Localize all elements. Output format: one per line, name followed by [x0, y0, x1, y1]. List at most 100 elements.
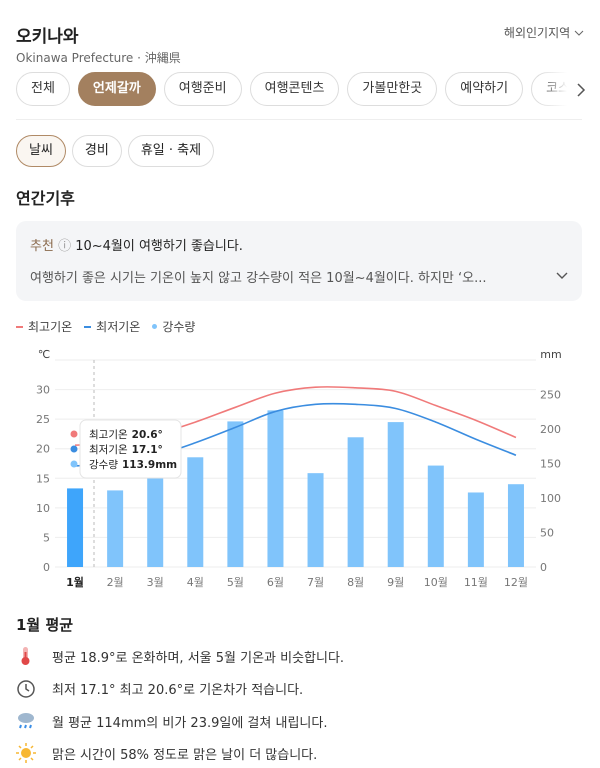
summary-item: 월 평균 114mm의 비가 23.9일에 걸쳐 내립니다. [52, 715, 328, 731]
tooltip-text: 최고기온 20.6° [89, 429, 163, 441]
y-tick-label: 25 [36, 413, 50, 426]
y2-tick-label: 100 [540, 492, 561, 505]
sun-icon [16, 743, 36, 763]
tab-bar: 전체언제갈까여행준비여행콘텐츠가볼만한곳예약하기코스추천 [16, 72, 600, 106]
bar [387, 422, 404, 567]
y-tick-label: 10 [36, 502, 50, 515]
bar [227, 421, 244, 567]
tooltip-text: 최저기온 17.1° [89, 444, 163, 456]
y2-tick-label: 150 [540, 458, 561, 471]
tooltip-text: 강수량 113.9mm [89, 459, 177, 471]
tab[interactable]: 언제갈까 [77, 72, 156, 106]
tab[interactable]: 예약하기 [445, 72, 524, 106]
y-tick-label: 5 [43, 531, 50, 544]
badge: 추천 [30, 239, 54, 254]
tooltip-value: 20.6° [132, 429, 163, 441]
summary-item: 평균 18.9°로 온화하며, 서울 5월 기온과 비슷합니다. [52, 651, 345, 666]
chevron [574, 30, 584, 36]
y2-tick-label: 200 [540, 423, 561, 436]
tooltip-name: 최저기온 [89, 444, 128, 456]
headline: 10~4월이 여행하기 좋습니다. [75, 239, 243, 254]
tab-fade [540, 70, 600, 110]
legend-item: 최고기온 [16, 318, 72, 335]
x-tick-label: 7월 [307, 576, 324, 589]
subtab[interactable]: 날씨 [16, 135, 66, 167]
tooltip-box [79, 419, 182, 479]
x-tick-label: 5월 [227, 576, 244, 589]
scroll-arrow[interactable] [576, 83, 586, 97]
expand-icon[interactable] [556, 272, 568, 280]
legend-label: 최고기온 [28, 320, 73, 334]
y-axis-unit: ℃ [38, 348, 50, 361]
summary-item: 최저 17.1° 최고 20.6°로 기온차가 적습니다. [52, 683, 304, 699]
x-tick-label: 12월 [504, 576, 528, 589]
bar [427, 465, 444, 567]
tooltip-dot [70, 430, 78, 438]
y-tick-label: 30 [36, 384, 50, 397]
y-tick-label: 20 [36, 443, 50, 456]
tooltip-value: 17.1° [132, 444, 163, 456]
legend-marker [16, 325, 23, 328]
rain-icon [18, 713, 34, 729]
tooltip-dot [70, 460, 78, 468]
tab[interactable]: 여행콘텐츠 [249, 72, 340, 106]
bar [67, 488, 84, 567]
region-text[interactable]: 해외인기지역 [503, 26, 571, 40]
legend-marker [152, 324, 158, 329]
y2-tick-label: 250 [540, 389, 561, 402]
summary-title: 1월 평균 [16, 616, 74, 634]
chart: ℃ mm 0 5 10 15 20 25 30 0 50 100 150 200 250 1월 2월 3월 4월 5월… [36, 348, 562, 589]
bar [467, 492, 484, 567]
tab[interactable]: 여행준비 [163, 72, 242, 106]
section-title: 연간기후 [16, 189, 75, 208]
title: 오키나와 [16, 27, 79, 47]
legend-marker [84, 325, 92, 328]
region-link[interactable]: 해외인기지역 [504, 24, 584, 41]
x-tick-label: 9월 [387, 576, 404, 589]
thermometer-icon [21, 647, 30, 665]
x-tick-label: 1월 [66, 575, 84, 589]
x-tick-label: 6월 [267, 576, 284, 589]
y-tick-label: 0 [43, 561, 50, 574]
recommendation-headline: 추천 ⓘ 10~4월이 여행하기 좋습니다. [30, 235, 243, 254]
x-tick-label: 10월 [424, 576, 448, 589]
tab[interactable]: 가볼만한곳 [347, 72, 438, 106]
bar [347, 437, 364, 567]
tooltip-name: 최고기온 [89, 429, 128, 441]
tab[interactable]: 전체 [16, 72, 70, 106]
tooltip-dot [70, 445, 78, 453]
subtab[interactable]: 휴일 · 축제 [127, 135, 215, 167]
bar [187, 457, 204, 567]
legend-label: 최저기온 [96, 320, 141, 334]
clock-icon [17, 680, 35, 698]
y2-axis-unit: mm [540, 348, 561, 361]
recommendation-box[interactable]: 추천 ⓘ 10~4월이 여행하기 좋습니다. 여행하기 좋은 시기는 기온이 높… [16, 221, 582, 301]
bar [307, 473, 324, 567]
x-tick-label: 8월 [347, 576, 364, 589]
bar [107, 490, 124, 567]
bar [267, 410, 284, 567]
y2-tick-label: 0 [540, 561, 547, 574]
bar [507, 484, 524, 567]
x-tick-label: 3월 [147, 576, 164, 589]
tooltip-value: 113.9mm [122, 459, 177, 471]
tooltip-name: 강수량 [89, 459, 118, 471]
x-tick-label: 4월 [187, 576, 204, 589]
subtitle: Okinawa Prefecture · 沖縄県 [16, 51, 181, 65]
legend-item: 강수량 [152, 318, 195, 335]
legend-item: 최저기온 [84, 318, 140, 335]
y2-tick-label: 50 [540, 527, 554, 540]
x-tick-label: 11월 [464, 576, 488, 589]
bar [147, 470, 164, 567]
summary-item: 맑은 시간이 58% 정도로 맑은 날이 더 많습니다. [52, 747, 318, 763]
y-tick-label: 15 [36, 472, 50, 485]
info-icon: ⓘ [58, 239, 72, 254]
legend-label: 강수량 [162, 320, 196, 334]
tooltip: 최고기온 20.6° 최저기온 17.1° 강수량 113.9mm [70, 419, 182, 479]
legend: 최고기온 최저기온 강수량 [16, 318, 195, 335]
subtab-bar: 날씨 경비 휴일 · 축제 [16, 135, 215, 167]
divider [16, 119, 582, 120]
recommendation-detail: 여행하기 좋은 시기는 기온이 높지 않고 강수량이 적은 10월~4월이다. … [30, 271, 487, 286]
subtab[interactable]: 경비 [71, 135, 122, 167]
